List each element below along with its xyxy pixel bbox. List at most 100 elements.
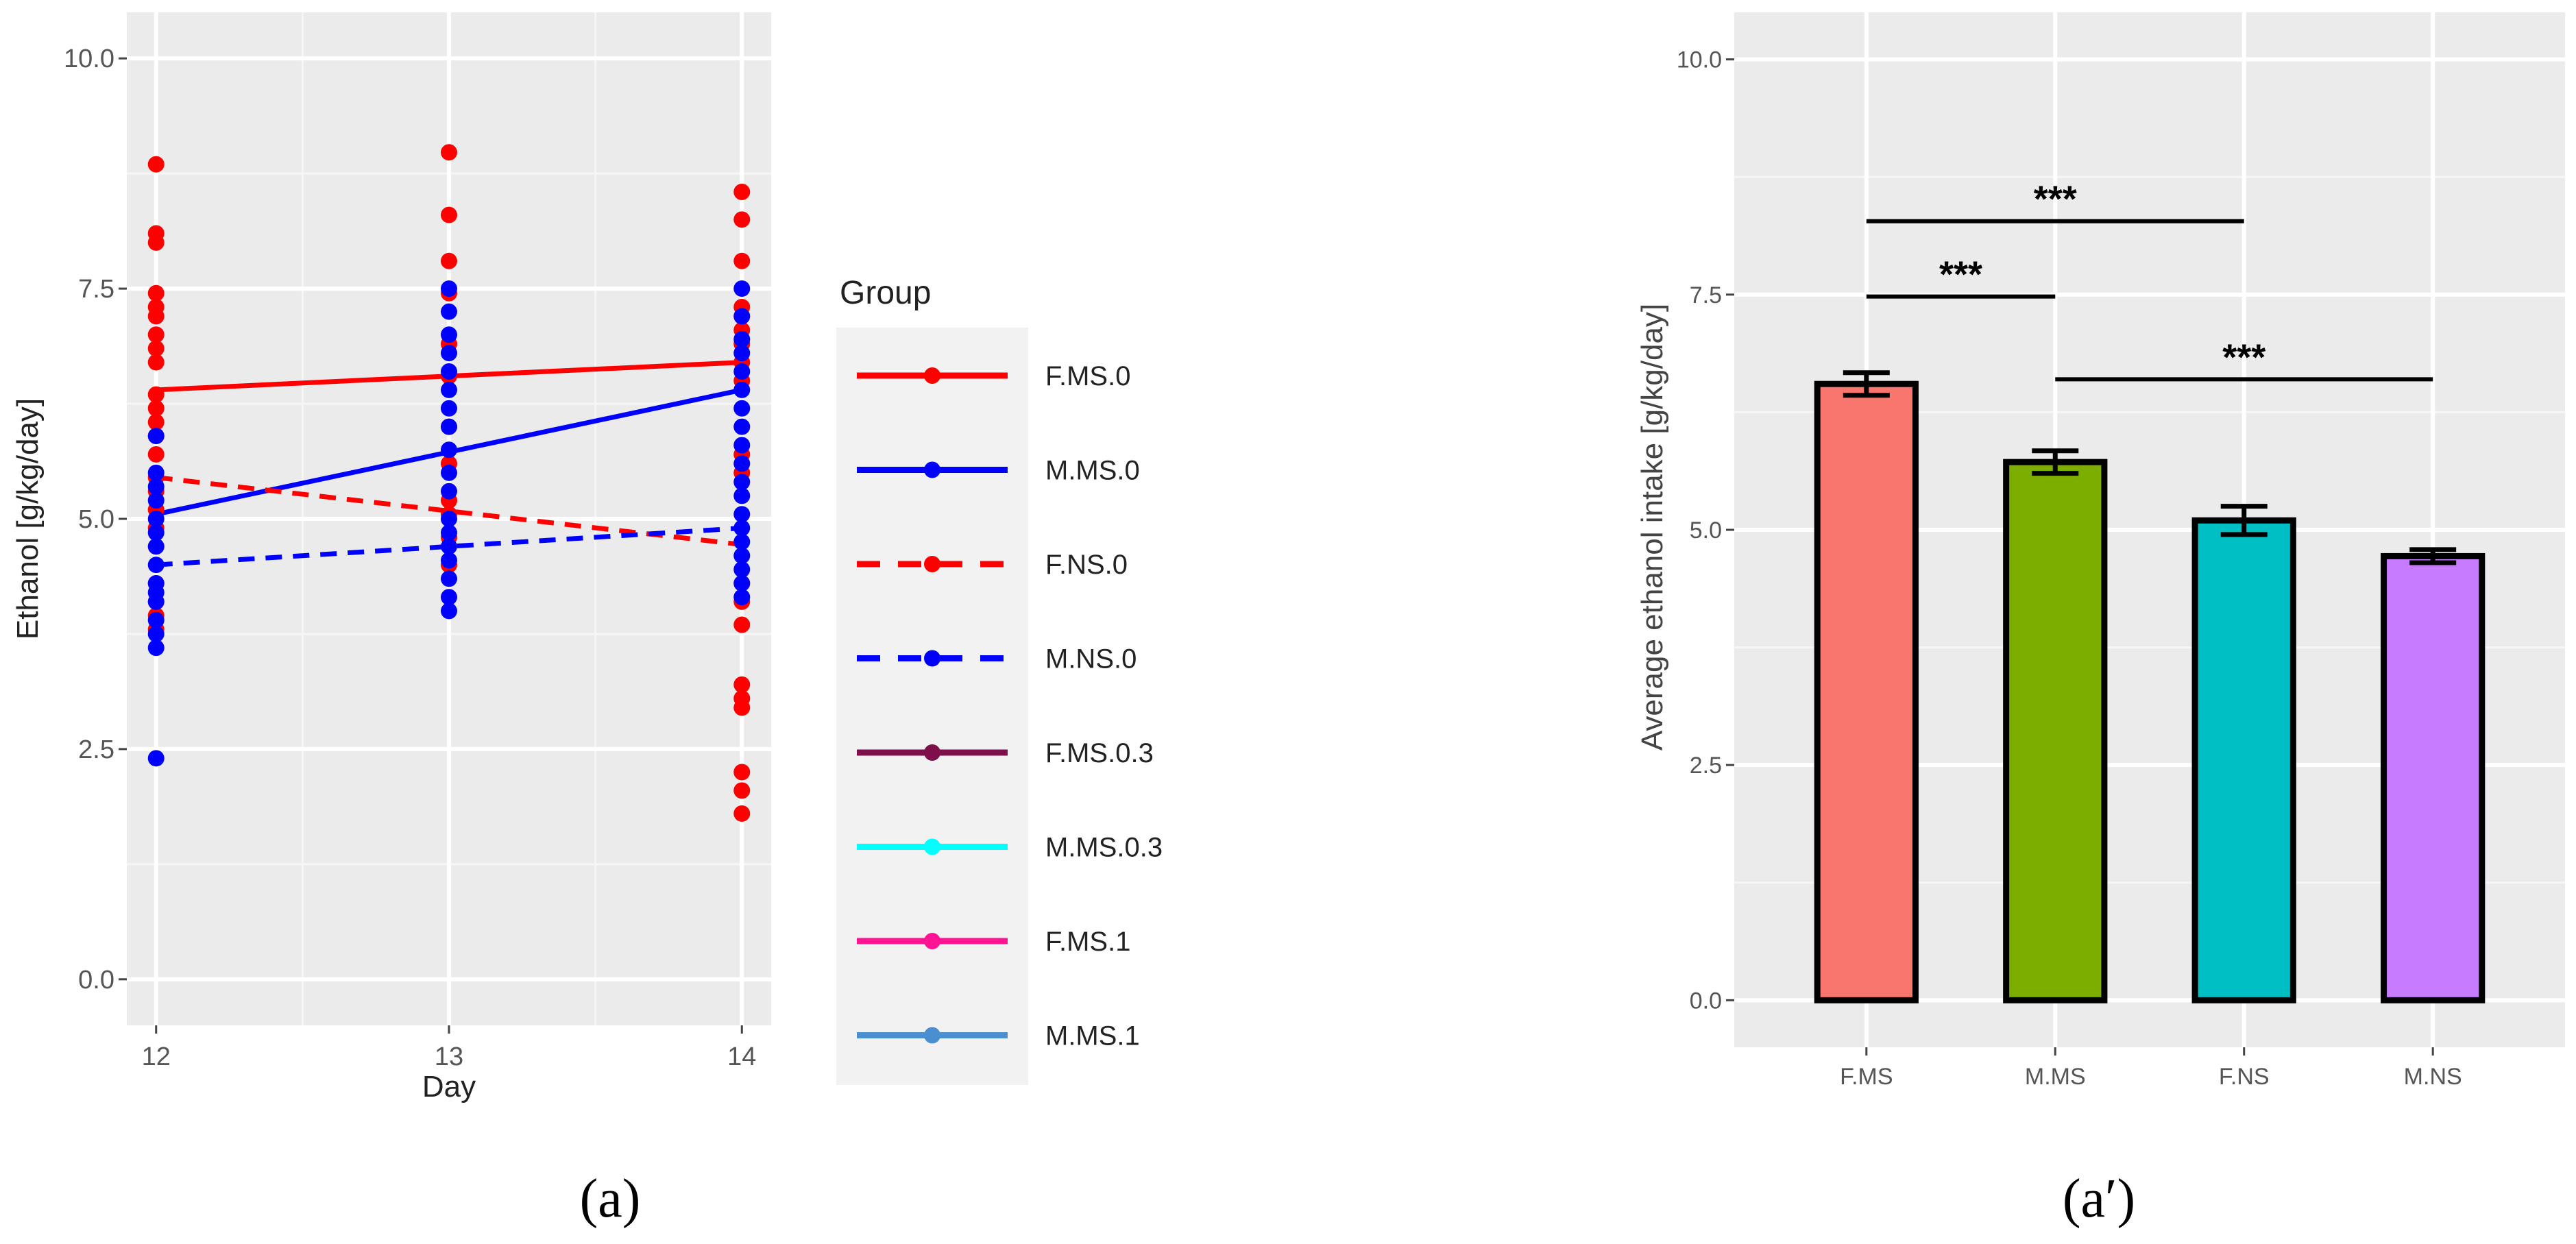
legend-point-swatch (924, 650, 940, 667)
panel-a-data-point-m (441, 552, 457, 569)
panel-a-data-point-f (147, 284, 165, 302)
panel-b-x-tick-label: F.NS (2219, 1064, 2270, 1090)
panel-a-y-tick-label: 0.0 (78, 966, 114, 995)
panel-a-y-tick-label: 5.0 (78, 505, 114, 534)
panel-a-data-point-f (147, 308, 165, 325)
panel-b-x-tick-label: M.NS (2404, 1064, 2462, 1090)
panel-a-data-point-m (733, 437, 751, 454)
panel-a-data-point-f (441, 206, 457, 223)
panel-a-data-point-m (441, 483, 457, 500)
panel-a-line-scatter-chart: 0.0 2.5 5.0 7.5 10.0 12 13 14 Day Ethanol [g/k… (11, 12, 1163, 1229)
panel-a-y-axis: 0.0 2.5 5.0 7.5 10.0 (64, 45, 127, 995)
panel-a-data-point-m (147, 428, 165, 445)
panel-b-y-tick-label: 10.0 (1677, 47, 1722, 73)
panel-a-x-axis-title: Day (422, 1070, 476, 1103)
panel-a-data-point-m (147, 524, 165, 541)
legend-point-swatch (924, 933, 940, 949)
panel-a-data-point-m (733, 455, 751, 472)
panel-a-data-point-m (441, 538, 457, 555)
panel-a-data-point-m (147, 611, 165, 629)
significance-label: *** (2222, 337, 2265, 378)
panel-a-data-point-m (441, 303, 457, 320)
legend-label: F.MS.0.3 (1045, 738, 1154, 768)
panel-a-data-point-m (441, 345, 457, 362)
panel-a-y-tick-label: 10.0 (64, 45, 114, 73)
panel-a-data-point-f (147, 400, 165, 417)
legend-point-swatch (924, 556, 940, 572)
panel-a-data-point-m (441, 363, 457, 380)
panel-b-y-tick-label: 0.0 (1690, 988, 1722, 1014)
panel-a-data-point-m (147, 625, 165, 642)
panel-a-data-point-m (147, 538, 165, 555)
panel-a-data-point-f (441, 252, 457, 269)
panel-b-x-axis: F.MS M.MS F.NS M.NS (1840, 1047, 2462, 1090)
panel-a-data-point-f (733, 699, 751, 716)
panel-a-data-point-m (441, 326, 457, 343)
panel-a-data-point-f (441, 144, 457, 161)
panel-a-data-point-m (733, 589, 751, 606)
panel-a-trend-line-m-ns-0 (156, 525, 742, 568)
panel-b-bars (1814, 380, 2486, 1003)
panel-a-data-point-f (733, 252, 751, 269)
bar-m-ms (2003, 459, 2108, 1003)
panel-a-data-point-m (147, 464, 165, 481)
bar-f-ns (2191, 517, 2296, 1003)
panel-a-data-point-m (441, 524, 457, 541)
panel-b-y-axis-title: Average ethanol intake [g/kg/day] (1636, 304, 1669, 751)
legend-label: F.MS.0 (1045, 361, 1130, 391)
panel-a-trend-line-f-ns-0 (156, 475, 742, 548)
panel-b-y-tick-label: 5.0 (1690, 517, 1722, 544)
panel-a-data-point-m (441, 511, 457, 527)
panel-a-y-tick-label: 7.5 (78, 275, 114, 304)
legend-label: F.NS.0 (1045, 550, 1128, 580)
panel-a-data-point-f (733, 764, 751, 781)
legend-point-swatch (924, 838, 940, 855)
panel-a-data-point-m (441, 280, 457, 297)
panel-a-data-point-m (733, 575, 751, 592)
panel-a-prime-bar-chart: *** *** *** 0.0 2.5 5.0 7.5 10.0 F.MS M.MS F.NS M… (1636, 12, 2565, 1229)
panel-b-error-bars (1843, 370, 2457, 565)
bar-f-ms (1814, 380, 1919, 1003)
panel-a-data-point-f (733, 184, 751, 201)
panel-a-data-point-m (441, 418, 457, 435)
panel-a-data-point-m (441, 602, 457, 620)
panel-a-data-point-m (733, 506, 751, 523)
panel-a-data-point-m (147, 750, 165, 767)
panel-b-y-tick-label: 2.5 (1690, 753, 1722, 779)
panel-a-x-tick-label: 14 (727, 1042, 756, 1071)
panel-a-data-point-m (733, 330, 751, 347)
panel-a-data-point-m (733, 363, 751, 380)
panel-a-data-point-f (733, 782, 751, 799)
panel-a-data-point-m (733, 520, 751, 537)
panel-b-label: (a′) (2063, 1169, 2135, 1229)
panel-b-y-axis: 0.0 2.5 5.0 7.5 10.0 (1677, 47, 1734, 1014)
panel-a-legend: Group F.MS.0 M.MS.0 F.NS.0 M.NS.0 F.MS.0.3 M.… (836, 275, 1163, 1085)
panel-a-data-point-m (733, 533, 751, 550)
legend-point-swatch (924, 461, 940, 478)
significance-label: *** (2034, 179, 2077, 220)
panel-a-data-point-m (733, 381, 751, 398)
legend-label: M.MS.1 (1045, 1021, 1140, 1051)
panel-a-data-point-m (147, 478, 165, 495)
panel-b-x-tick-label: F.MS (1840, 1064, 1893, 1090)
panel-a-data-point-f (147, 156, 165, 173)
panel-b-y-tick-label: 7.5 (1690, 282, 1722, 308)
panel-a-data-point-f (147, 446, 165, 463)
panel-a-data-point-m (441, 381, 457, 398)
legend-title: Group (840, 275, 931, 311)
panel-a-data-point-m (733, 400, 751, 417)
panel-a-data-point-f (147, 386, 165, 403)
panel-a-data-point-m (733, 308, 751, 325)
panel-a-data-point-m (147, 639, 165, 657)
legend-items: F.MS.0 M.MS.0 F.NS.0 M.NS.0 F.MS.0.3 M.MS.0.3… (857, 361, 1163, 1051)
panel-a-data-point-m (441, 570, 457, 587)
panel-a-data-point-m (733, 487, 751, 504)
panel-a-data-point-f (733, 211, 751, 228)
panel-a-data-point-m (147, 492, 165, 509)
panel-a-data-point-f (733, 805, 751, 822)
panel-a-x-tick-label: 12 (142, 1042, 171, 1071)
panel-a-data-point-m (147, 593, 165, 610)
legend-label: M.NS.0 (1045, 644, 1137, 674)
panel-a-data-point-m (441, 441, 457, 459)
